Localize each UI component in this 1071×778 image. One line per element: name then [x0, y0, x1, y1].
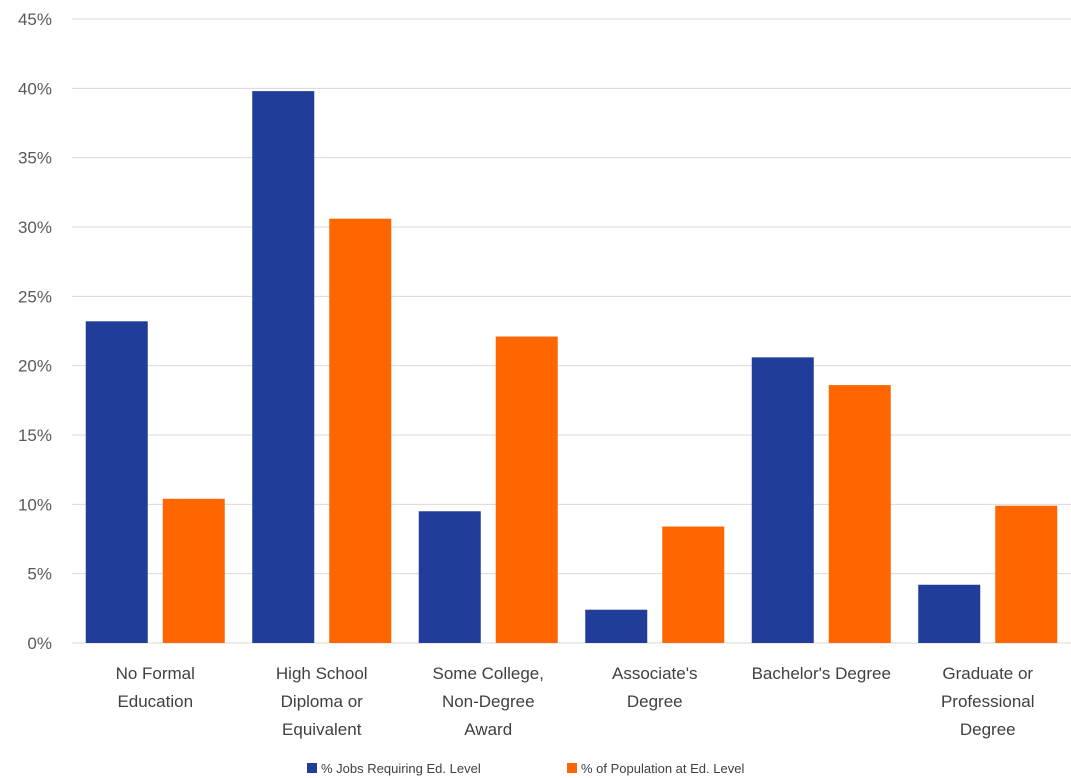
- x-category-label: Diploma or: [281, 692, 364, 711]
- y-tick-label: 45%: [18, 10, 52, 29]
- bar-jobs-1: [252, 91, 315, 643]
- bar-jobs-3: [585, 609, 648, 643]
- x-category-label: Graduate or: [942, 664, 1033, 683]
- x-category-label: Degree: [960, 720, 1016, 739]
- x-category-label: Bachelor's Degree: [752, 664, 891, 683]
- x-category-label: High School: [276, 664, 368, 683]
- x-category-label: No Formal: [116, 664, 195, 683]
- bar-population-0: [162, 498, 225, 643]
- x-category-label: Award: [464, 720, 512, 739]
- x-category-label: Degree: [627, 692, 683, 711]
- x-category-label: Some College,: [432, 664, 544, 683]
- y-tick-label: 5%: [27, 565, 52, 584]
- x-category-label: Education: [117, 692, 193, 711]
- y-tick-label: 30%: [18, 218, 52, 237]
- y-tick-label: 0%: [27, 634, 52, 653]
- legend: % Jobs Requiring Ed. Level % of Populatio…: [307, 761, 744, 776]
- x-axis-category-labels: No Formal Education High School Diploma or E…: [116, 664, 1035, 739]
- bar-jobs-2: [418, 511, 481, 643]
- y-tick-label: 40%: [18, 79, 52, 98]
- y-tick-label: 10%: [18, 495, 52, 514]
- bar-population-4: [828, 385, 891, 643]
- bar-jobs-5: [918, 584, 981, 643]
- y-tick-label: 20%: [18, 357, 52, 376]
- bar-population-3: [662, 526, 725, 643]
- legend-swatch: [307, 763, 317, 773]
- x-category-label: Non-Degree: [442, 692, 535, 711]
- y-tick-label: 35%: [18, 149, 52, 168]
- legend-swatch: [567, 763, 577, 773]
- x-category-label: Professional: [941, 692, 1035, 711]
- bar-population-2: [495, 336, 558, 643]
- x-category-label: Equivalent: [282, 720, 362, 739]
- y-tick-label: 25%: [18, 287, 52, 306]
- bars: [85, 91, 1058, 643]
- legend-label: % of Population at Ed. Level: [581, 761, 744, 776]
- y-axis-tick-labels: 0% 5% 10% 15% 20% 25% 30% 35% 40% 45%: [18, 10, 52, 653]
- bar-population-1: [329, 218, 392, 643]
- gridlines: [72, 18, 1071, 644]
- bar-population-5: [995, 505, 1058, 643]
- y-tick-label: 15%: [18, 426, 52, 445]
- x-category-label: Associate's: [612, 664, 697, 683]
- bar-jobs-4: [751, 357, 814, 643]
- legend-label: % Jobs Requiring Ed. Level: [321, 761, 481, 776]
- bar-jobs-0: [85, 321, 148, 643]
